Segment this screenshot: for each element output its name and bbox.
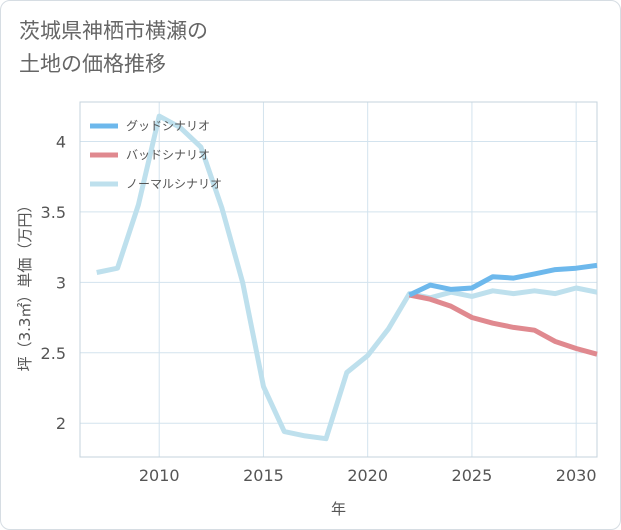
legend-label: バッドシナリオ [126,148,210,162]
y-tick-label: 4 [56,132,66,151]
x-tick-label: 2030 [556,466,597,485]
x-tick-label: 2020 [347,466,388,485]
series-lines [96,113,598,442]
y-tick-label: 3.5 [41,203,66,222]
x-tick-label: 2015 [243,466,284,485]
y-tick-label: 3 [56,273,66,292]
title-line-2: 土地の価格推移 [19,52,166,76]
y-tick-label: 2.5 [41,344,66,363]
series-line-2 [96,113,598,442]
legend-label: グッドシナリオ [126,119,210,133]
legend-label: ノーマルシナリオ [126,177,222,191]
series-line-1 [408,292,598,357]
plot-border [79,101,598,458]
axes: 2010 2015 2020 2025 2030 2 2.5 3 3.5 4 年 坪（3.3㎡）単価（… [16,101,598,518]
title-line-1: 茨城県神栖市横瀬の [19,19,208,43]
grid [80,102,597,457]
x-tick-label: 2010 [139,466,180,485]
chart-title: 茨城県神栖市横瀬の 土地の価格推移 [19,15,208,81]
y-tick-label: 2 [56,414,66,433]
y-axis-label: 坪（3.3㎡）単価（万円） [16,198,34,372]
series-line-0 [408,262,598,298]
x-axis-label: 年 [331,500,346,518]
x-tick-label: 2025 [452,466,493,485]
